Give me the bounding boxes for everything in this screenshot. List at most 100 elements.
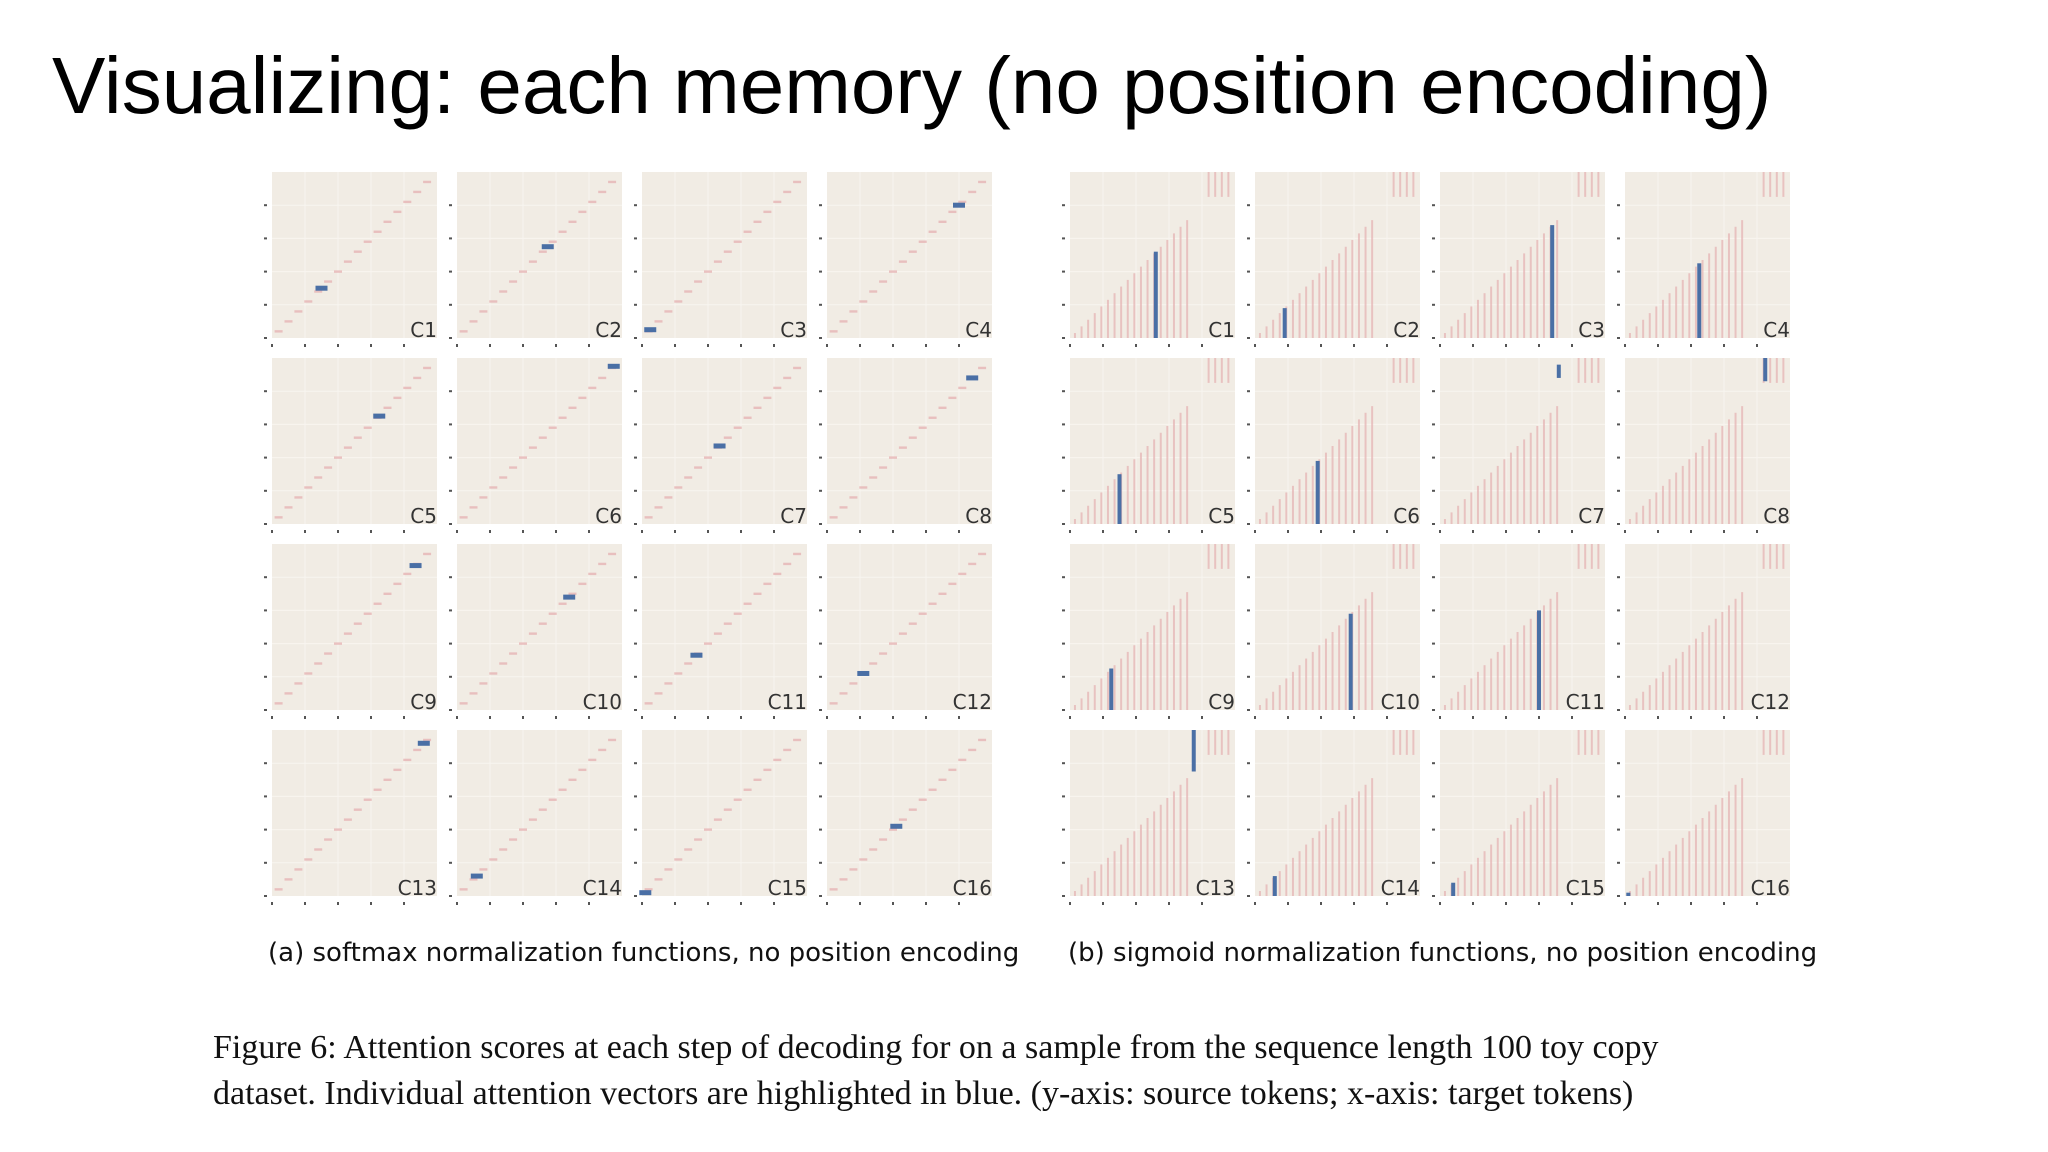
diagonal-mark <box>343 446 352 449</box>
diagonal-mark <box>403 386 412 390</box>
subplot-label: C4 <box>1763 318 1790 342</box>
x-tick <box>1287 530 1289 533</box>
diagonal-mark <box>938 406 947 409</box>
subplot-label: C10 <box>582 690 622 714</box>
x-tick <box>1254 530 1256 533</box>
y-tick <box>1617 895 1620 897</box>
x-tick <box>403 716 405 719</box>
diagonal-mark <box>743 602 752 605</box>
diagonal-mark <box>829 702 838 705</box>
diagonal-mark <box>958 758 967 762</box>
y-tick <box>1062 489 1065 492</box>
x-tick <box>674 530 676 533</box>
diagonal-mark <box>918 426 927 429</box>
x-tick <box>489 902 491 905</box>
y-tick <box>1617 675 1620 678</box>
subplot-c16: C16 <box>1615 728 1800 914</box>
x-tick <box>1135 530 1137 533</box>
y-tick <box>1062 828 1065 831</box>
subplot-c11: C11 <box>632 542 817 728</box>
diagonal-mark <box>978 738 987 742</box>
y-tick <box>634 523 637 525</box>
highlight-mark <box>409 563 422 569</box>
plot-background <box>642 172 807 338</box>
diagonal-mark <box>519 270 527 273</box>
x-tick <box>555 716 557 719</box>
x-tick <box>1201 902 1203 905</box>
x-tick <box>925 716 927 719</box>
panel-a-caption: (a) softmax normalization functions, no … <box>268 938 1020 968</box>
x-tick <box>773 716 775 719</box>
y-tick <box>264 523 267 525</box>
subplot-canvas <box>1432 358 1605 533</box>
diagonal-mark <box>363 426 372 429</box>
plot-background <box>1440 544 1605 710</box>
highlight-mark <box>953 202 965 208</box>
y-tick <box>634 795 637 798</box>
diagonal-mark <box>684 476 693 479</box>
y-tick <box>1617 709 1620 711</box>
subplot-canvas <box>1247 358 1420 533</box>
y-tick <box>819 895 822 897</box>
plot-background <box>1625 544 1790 710</box>
diagonal-mark <box>528 632 537 635</box>
diagonal-mark <box>284 878 293 881</box>
diagonal-mark <box>509 466 518 469</box>
x-tick <box>370 344 372 347</box>
diagonal-mark <box>294 682 303 685</box>
y-tick <box>1247 709 1250 711</box>
diagonal-mark <box>499 662 508 665</box>
diagonal-mark <box>968 190 977 194</box>
diagonal-mark <box>588 200 597 204</box>
x-tick <box>1657 716 1659 719</box>
subplot-canvas <box>634 544 807 719</box>
diagonal-mark <box>469 878 478 881</box>
y-tick <box>449 423 452 426</box>
x-tick <box>588 902 590 905</box>
diagonal-mark <box>918 240 927 243</box>
x-tick <box>1624 902 1626 905</box>
x-tick <box>1069 716 1071 719</box>
diagonal-mark <box>743 230 752 233</box>
diagonal-mark <box>928 788 937 791</box>
y-tick <box>1432 861 1435 864</box>
diagonal-mark <box>294 868 303 871</box>
subplot-c7: C7 <box>1430 356 1615 542</box>
diagonal-mark <box>538 436 547 439</box>
diagonal-mark <box>723 622 732 625</box>
x-tick <box>1102 902 1104 905</box>
highlight-bar <box>1117 474 1122 524</box>
diagonal-mark <box>684 662 693 665</box>
diagonal-mark <box>783 748 792 752</box>
diagonal-mark <box>644 888 653 891</box>
diagonal-mark <box>743 788 752 791</box>
diagonal-mark <box>314 662 323 665</box>
y-tick <box>264 204 267 207</box>
diagonal-mark <box>694 280 703 283</box>
x-tick <box>1287 902 1289 905</box>
diagonal-mark <box>469 506 478 509</box>
x-tick <box>1135 716 1137 719</box>
x-tick <box>370 530 372 533</box>
subplot-canvas <box>264 358 437 533</box>
y-tick <box>1062 204 1065 207</box>
diagonal-mark <box>908 250 917 253</box>
y-tick <box>264 423 267 426</box>
diagonal-mark <box>879 652 888 655</box>
y-tick <box>634 576 637 579</box>
y-tick <box>1617 237 1620 240</box>
plot-background <box>272 172 437 338</box>
diagonal-mark <box>423 738 432 742</box>
diagonal-mark <box>578 396 587 400</box>
x-tick <box>1353 902 1355 905</box>
diagonal-mark <box>489 486 498 489</box>
diagonal-mark <box>383 778 392 781</box>
diagonal-mark <box>948 582 957 586</box>
x-tick <box>859 902 861 905</box>
x-tick <box>1353 530 1355 533</box>
highlight-bar <box>1109 668 1114 710</box>
x-tick <box>1287 344 1289 347</box>
plot-background <box>642 544 807 710</box>
x-tick <box>1386 902 1388 905</box>
diagonal-mark <box>733 612 742 615</box>
